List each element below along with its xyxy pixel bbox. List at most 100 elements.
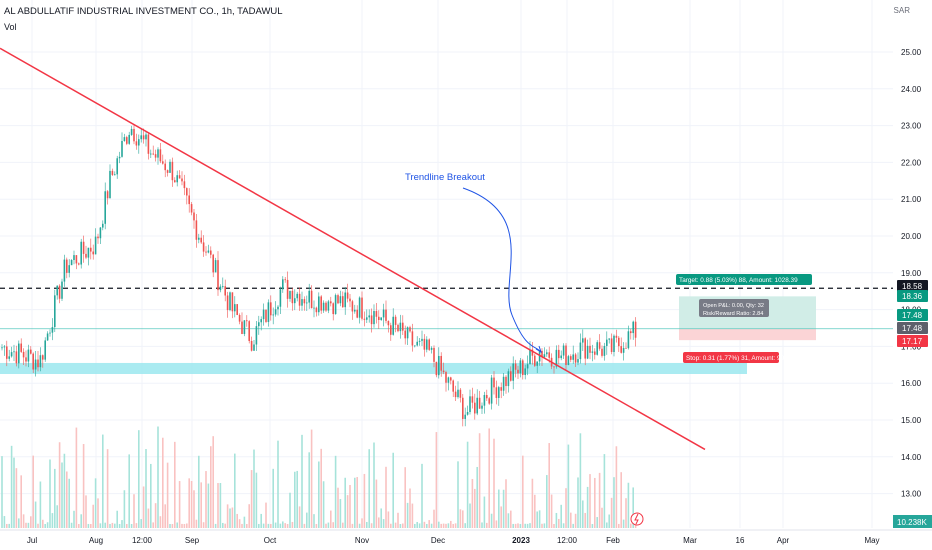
candle [414,345,416,347]
candle [589,345,591,353]
candle [32,353,34,370]
volume-bar [162,437,164,528]
candle [342,296,344,308]
volume-bar [370,523,373,528]
volume-bar [627,482,630,528]
candle [351,301,354,312]
candle [70,260,73,266]
candle [267,302,270,322]
volume-bar [294,471,296,528]
candle [229,292,231,311]
candle [92,251,94,255]
candle [178,175,181,179]
volume-bar [90,524,92,528]
volume-bar [183,523,186,528]
candle [632,321,634,334]
candle [418,340,421,342]
volume-bar [159,516,162,528]
candle [382,309,385,318]
volume-bar [202,522,205,528]
volume-bar [301,434,303,528]
volume-bar [310,429,313,528]
candle [613,335,615,352]
volume-bar [44,523,46,528]
volume-bar [466,441,469,528]
volume-bar [538,510,541,528]
volume-bar [298,506,301,528]
candle [123,137,126,142]
candle [56,285,58,296]
x-tick-label: Nov [355,536,369,545]
candle [584,338,586,359]
candle [106,191,109,199]
y-tick-label: 24.00 [901,85,922,94]
candle [493,377,495,388]
volume-bar [572,523,574,528]
candle [334,295,337,315]
volume-bar [234,453,236,528]
candle [250,340,253,351]
volume-bar [618,523,620,528]
volume-bar [116,510,118,528]
volume-bar [454,523,457,528]
candle [322,302,325,311]
volume-bar [562,523,565,528]
volume-bar [375,479,378,528]
candle [466,412,469,415]
volume-bar [63,453,66,528]
volume-bar [224,523,226,528]
candle [543,354,546,358]
volume-bar [591,523,594,528]
candle [30,349,32,354]
volume-bar [291,521,294,528]
volume-bar [344,477,346,528]
candle [234,304,236,312]
candle [265,309,267,322]
volume-bar [164,504,166,528]
volume-bar [248,504,250,528]
volume-bar [147,508,150,528]
volume-bar [450,520,452,528]
candle [423,338,426,350]
volume-bar [361,518,363,528]
candle [154,154,157,158]
volume-bar [373,442,375,528]
volume-bar [529,523,531,528]
candle [586,345,589,359]
volume-bar [94,478,97,528]
candle [630,331,632,334]
candle [447,377,450,383]
volume-bar [219,483,222,528]
volume-bar [486,522,488,528]
volume-bar [565,488,567,528]
volume-bar [222,522,224,528]
candle [579,342,582,360]
volume-bar [543,523,546,528]
volume-bar [157,426,159,528]
volume-bar [102,434,104,528]
volume-bar [397,512,399,528]
candle [406,327,409,339]
candle [522,360,524,376]
price-tag-bg [897,335,928,347]
y-tick-label: 16.00 [901,379,922,388]
candle [519,360,522,374]
x-tick-label: Sep [185,536,200,545]
volume-bar [66,471,68,528]
y-tick-label: 25.00 [901,48,922,57]
candle [99,227,102,239]
volume-bar [3,516,6,528]
candle [502,376,505,391]
volume-bar [438,521,440,528]
candle [625,347,627,349]
candle [289,290,291,299]
y-tick-label: 15.00 [901,416,922,425]
candle [500,387,502,391]
candle [399,322,402,332]
volume-bar [442,523,445,528]
volume-bar [318,461,320,528]
volume-bar [207,483,210,528]
candle [591,351,594,353]
volume-bar [42,519,44,528]
